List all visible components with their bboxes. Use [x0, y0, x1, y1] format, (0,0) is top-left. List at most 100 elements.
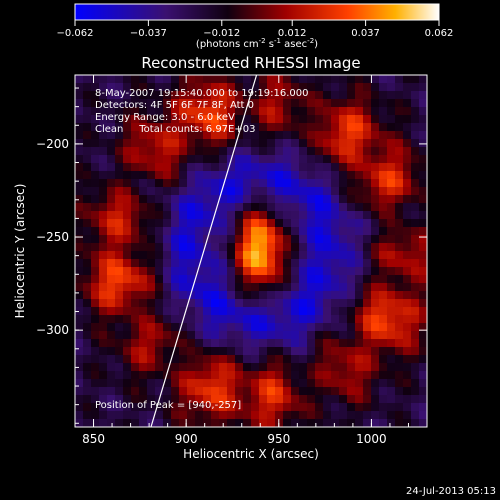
heatmap-cell	[275, 283, 284, 292]
heatmap-cell	[107, 139, 116, 148]
heatmap-cell	[387, 291, 396, 300]
heatmap-cell	[347, 123, 356, 132]
heatmap-cell	[243, 179, 252, 188]
heatmap-cell	[411, 371, 420, 380]
heatmap-cell	[243, 139, 252, 148]
heatmap-cell	[283, 179, 292, 188]
heatmap-cell	[315, 299, 324, 308]
heatmap-cell	[339, 163, 348, 172]
heatmap-cell	[331, 403, 340, 412]
heatmap-cell	[139, 115, 148, 124]
heatmap-cell	[307, 347, 316, 356]
heatmap-cell	[379, 259, 388, 268]
heatmap-cell	[411, 283, 420, 292]
heatmap-cell	[243, 195, 252, 204]
heatmap-cell	[403, 243, 412, 252]
heatmap-cell	[75, 371, 84, 380]
heatmap-cell	[379, 123, 388, 132]
heatmap-cell	[387, 403, 396, 412]
heatmap-cell	[315, 379, 324, 388]
heatmap-cell	[339, 107, 348, 116]
heatmap-cell	[211, 171, 220, 180]
heatmap-cell	[235, 99, 244, 108]
heatmap-cell	[75, 275, 84, 284]
heatmap-cell	[99, 411, 108, 420]
heatmap-cell	[195, 411, 204, 420]
heatmap-cell	[219, 379, 228, 388]
heatmap-cell	[395, 171, 404, 180]
heatmap-cell	[275, 219, 284, 228]
heatmap-cell	[299, 107, 308, 116]
heatmap-cell	[251, 291, 260, 300]
heatmap-cell	[139, 315, 148, 324]
heatmap-cell	[347, 339, 356, 348]
heatmap-cell	[395, 91, 404, 100]
heatmap-cell	[307, 251, 316, 260]
heatmap-cell	[291, 171, 300, 180]
heatmap-cell	[419, 195, 427, 204]
heatmap-cell	[339, 187, 348, 196]
heatmap-cell	[83, 83, 92, 92]
heatmap-cell	[371, 155, 380, 164]
heatmap-cell	[123, 187, 132, 196]
heatmap-cell	[251, 259, 260, 268]
heatmap-cell	[75, 219, 84, 228]
heatmap-cell	[171, 419, 180, 427]
heatmap-cell	[91, 251, 100, 260]
heatmap-cell	[331, 83, 340, 92]
heatmap-cell	[403, 211, 412, 220]
heatmap-cell	[371, 251, 380, 260]
heatmap-cell	[139, 83, 148, 92]
heatmap-cell	[115, 259, 124, 268]
heatmap-cell	[387, 99, 396, 108]
heatmap-cell	[395, 395, 404, 404]
heatmap-cell	[243, 243, 252, 252]
heatmap-cell	[147, 403, 156, 412]
heatmap-cell	[323, 251, 332, 260]
heatmap-cell	[123, 219, 132, 228]
heatmap-cell	[131, 235, 140, 244]
annotations: 8-May-2007 19:15:40.000 to 19:19:16.000 …	[95, 88, 308, 411]
heatmap-cell	[155, 99, 164, 108]
heatmap-cell	[387, 259, 396, 268]
heatmap-cell	[211, 411, 220, 420]
heatmap-cell	[107, 379, 116, 388]
heatmap-cell	[83, 323, 92, 332]
heatmap-cell	[379, 283, 388, 292]
heatmap-cell	[251, 387, 260, 396]
heatmap-cell	[283, 171, 292, 180]
heatmap-cell	[243, 163, 252, 172]
heatmap-cell	[307, 283, 316, 292]
heatmap-cell	[131, 91, 140, 100]
heatmap-cell	[339, 339, 348, 348]
heatmap-cell	[323, 123, 332, 132]
heatmap-cell	[243, 411, 252, 420]
heatmap-cell	[195, 323, 204, 332]
heatmap-cell	[291, 371, 300, 380]
heatmap-cell	[403, 203, 412, 212]
heatmap-cell	[379, 195, 388, 204]
heatmap-cell	[283, 259, 292, 268]
heatmap-cell	[371, 187, 380, 196]
heatmap-cell	[171, 339, 180, 348]
heatmap-cell	[75, 403, 84, 412]
heatmap-cell	[211, 355, 220, 364]
heatmap-cell	[195, 283, 204, 292]
heatmap-cell	[291, 99, 300, 108]
heatmap-cell	[227, 403, 236, 412]
heatmap-cell	[259, 83, 268, 92]
heatmap-cell	[251, 251, 260, 260]
heatmap-cell	[219, 267, 228, 276]
heatmap-cell	[131, 243, 140, 252]
heatmap-cell	[251, 315, 260, 324]
heatmap-cell	[363, 179, 372, 188]
heatmap-cell	[307, 387, 316, 396]
heatmap-cell	[187, 195, 196, 204]
heatmap-cell	[203, 243, 212, 252]
heatmap-cell	[251, 147, 260, 156]
heatmap-cell	[75, 147, 84, 156]
heatmap-cell	[411, 139, 420, 148]
heatmap-cell	[147, 291, 156, 300]
heatmap-cell	[363, 387, 372, 396]
heatmap-cell	[315, 219, 324, 228]
